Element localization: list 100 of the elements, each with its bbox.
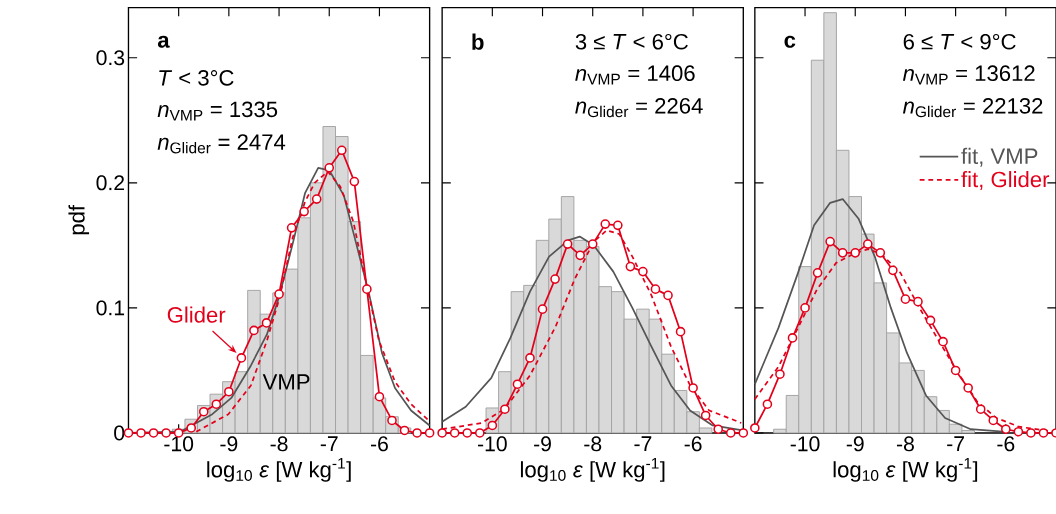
- legend-label: fit, Glider: [961, 171, 1050, 190]
- point: [925, 315, 936, 326]
- x-tick-label: -10: [164, 436, 194, 452]
- point: [525, 353, 535, 363]
- point: [211, 399, 222, 410]
- point: [236, 353, 247, 363]
- x-axis-title: log$_{10}$ ε [W kg$^{-1}$]: [833, 458, 978, 482]
- annotation: 3 ≤ T < 6°C: [575, 33, 688, 50]
- x-axis-title: log$_{10}$ ε [W kg$^{-1}$]: [520, 458, 665, 482]
- point: [550, 274, 560, 285]
- point: [249, 325, 259, 336]
- point: [963, 383, 973, 393]
- point: [575, 250, 585, 261]
- point: [274, 289, 284, 300]
- x-tick-label: -8: [896, 436, 914, 452]
- point: [875, 248, 886, 258]
- point: [975, 404, 986, 415]
- point: [587, 239, 598, 249]
- annotation: n$_{VMP}$ = 1335: [157, 101, 278, 121]
- x-tick-label: -7: [947, 436, 964, 452]
- point: [675, 326, 686, 337]
- point: [261, 318, 272, 328]
- point: [988, 415, 999, 426]
- x-tick-label: -10: [790, 436, 820, 452]
- annotation: 6 ≤ T < 9°C: [903, 33, 1016, 50]
- point: [412, 428, 422, 438]
- x-tick-label: -9: [846, 436, 864, 452]
- point: [938, 336, 948, 347]
- y-tick-label: 0: [114, 425, 125, 441]
- point: [1013, 427, 1024, 437]
- annotation: n$_{VMP}$ = 13612: [902, 65, 1035, 85]
- annotation: a: [157, 35, 170, 48]
- point: [650, 284, 661, 295]
- x-tick-label: -7: [634, 436, 652, 452]
- point: [900, 294, 911, 305]
- point: [888, 265, 898, 276]
- point: [336, 145, 347, 156]
- y-tick-label: 0.2: [96, 175, 125, 191]
- annotation: n$_{Glider}$ = 2264: [575, 98, 703, 118]
- point: [725, 428, 736, 438]
- point: [374, 391, 385, 402]
- point: [862, 239, 873, 249]
- annotation: c: [784, 35, 796, 48]
- x-tick-label: -9: [534, 436, 551, 452]
- y-tick-label: 0.3: [96, 50, 125, 66]
- point: [449, 428, 460, 438]
- x-tick-label: -7: [320, 436, 338, 452]
- annotation: n$_{Glider}$ = 22132: [902, 98, 1043, 118]
- point: [738, 428, 749, 438]
- point: [663, 290, 673, 301]
- point: [638, 266, 648, 277]
- annotation: VMP: [262, 374, 310, 390]
- point: [800, 303, 810, 313]
- point: [148, 428, 159, 438]
- point: [224, 386, 234, 397]
- point: [825, 236, 835, 247]
- point: [299, 206, 309, 217]
- point: [1038, 428, 1049, 438]
- point: [762, 399, 773, 410]
- point: [324, 163, 335, 173]
- x-tick-label: -10: [477, 436, 507, 452]
- point: [913, 296, 923, 307]
- point: [349, 176, 360, 187]
- point: [198, 406, 209, 417]
- point: [437, 428, 447, 438]
- y-axis-title: pdf: [68, 205, 90, 235]
- point: [700, 410, 711, 421]
- point: [562, 239, 573, 249]
- point: [462, 428, 473, 438]
- point: [812, 268, 823, 278]
- annotation: b: [472, 33, 484, 50]
- x-tick-label: -9: [220, 436, 238, 452]
- x-tick-label: -8: [584, 436, 602, 452]
- point: [286, 223, 297, 233]
- point: [950, 365, 961, 376]
- annotation: T < 3°C: [159, 70, 234, 86]
- point: [136, 428, 146, 438]
- point: [362, 284, 372, 295]
- annotation: n$_{VMP}$ = 1406: [575, 65, 695, 85]
- point: [537, 304, 548, 315]
- point: [787, 333, 798, 343]
- point: [837, 248, 848, 258]
- point: [424, 428, 435, 438]
- y-tick-label: 0.1: [96, 300, 125, 316]
- point: [1026, 428, 1036, 438]
- point: [713, 424, 724, 435]
- annotation: Glider: [167, 306, 226, 323]
- x-tick-label: -6: [997, 436, 1015, 452]
- legend-label: fit, VMP: [961, 147, 1038, 167]
- point: [750, 423, 760, 433]
- point: [613, 220, 623, 231]
- point: [500, 404, 510, 415]
- point: [850, 248, 861, 258]
- point: [1001, 424, 1011, 435]
- x-axis-title: log$_{10}$ ε [W kg$^{-1}$]: [207, 458, 351, 482]
- x-tick-label: -6: [370, 436, 388, 452]
- x-tick-label: -6: [684, 436, 702, 452]
- point: [311, 194, 322, 204]
- point: [625, 261, 636, 272]
- point: [123, 428, 134, 438]
